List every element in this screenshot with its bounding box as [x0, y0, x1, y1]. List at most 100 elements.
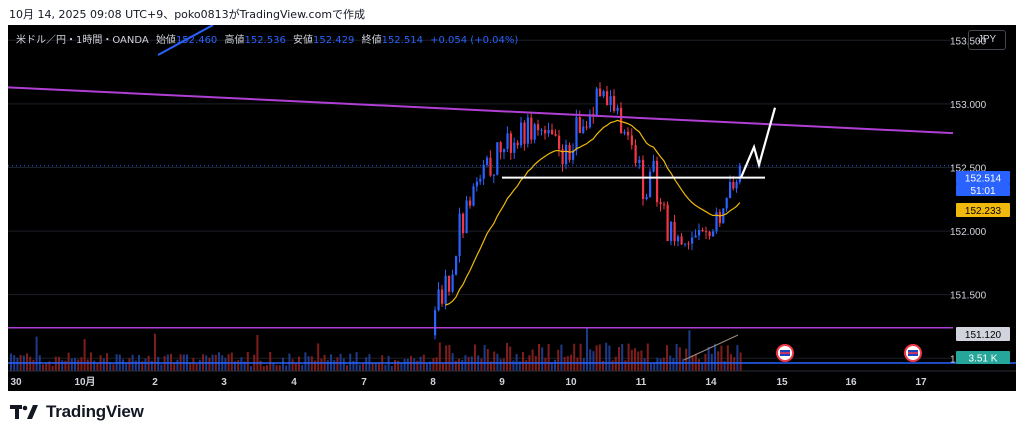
candle-body	[620, 107, 623, 134]
candle-body	[482, 164, 485, 179]
volume-bar	[557, 349, 560, 371]
volume-bar	[672, 358, 675, 371]
chart-area[interactable]: 153.500153.000152.500152.000151.500151.0…	[8, 25, 1016, 391]
candle-body	[565, 144, 568, 165]
candle-body	[554, 134, 557, 136]
volume-bar	[259, 360, 262, 371]
candle-body	[732, 181, 735, 189]
x-tick-label: 3	[221, 377, 227, 388]
candle-body	[599, 88, 602, 97]
candle-body	[609, 96, 612, 106]
candle-body	[616, 107, 619, 111]
volume-bar	[406, 358, 409, 371]
volume-bar	[582, 358, 585, 371]
volume-bar	[605, 342, 608, 371]
volume-bar	[224, 357, 227, 371]
volume-bar	[611, 360, 614, 371]
candle-body	[509, 133, 512, 153]
candle-body	[523, 122, 526, 144]
volume-bar	[589, 349, 592, 371]
candle-body	[526, 117, 529, 144]
volume-bar	[646, 343, 649, 371]
y-tick-label: 153.000	[950, 100, 987, 111]
volume-bar	[112, 364, 115, 371]
countdown-label-bg	[956, 184, 1010, 196]
candle-body	[666, 204, 669, 241]
us-event-flag-icon[interactable]	[904, 344, 922, 362]
volume-bar	[342, 358, 345, 371]
y-tick-label: 151.500	[950, 291, 987, 302]
candle-body	[551, 129, 554, 135]
moving-average-line	[445, 119, 741, 306]
volume-bar	[682, 359, 684, 371]
volume-bar	[448, 345, 451, 371]
us-event-flag-icon[interactable]	[776, 344, 794, 362]
volume-bar	[29, 356, 32, 371]
current-price-label: 152.514	[965, 174, 1002, 185]
volume-bar	[429, 361, 432, 371]
candle-body	[506, 133, 509, 149]
axes: 153.500153.000152.500152.000151.500151.0…	[8, 36, 1016, 388]
candle-body	[585, 126, 588, 128]
currency-button[interactable]: JPY	[968, 30, 1006, 50]
volume-bars	[10, 328, 742, 371]
open-label: 始値	[155, 35, 176, 46]
candle-body	[680, 236, 683, 245]
volume-bar	[298, 356, 300, 371]
volume-bar	[726, 345, 729, 371]
volume-bar	[250, 366, 252, 371]
close-value: 152.514	[381, 35, 423, 46]
volume-bar	[432, 358, 435, 371]
volume-bar	[403, 359, 406, 371]
candle-body	[738, 165, 741, 182]
candle-body	[652, 160, 655, 172]
tradingview-logo-icon	[10, 405, 38, 419]
tradingview-logo[interactable]: TradingView	[10, 402, 144, 422]
candle-body	[735, 181, 738, 189]
candle-body	[537, 124, 540, 131]
volume-bar	[109, 361, 112, 371]
volume-bar	[678, 347, 681, 371]
volume-ma-line	[683, 334, 739, 361]
volume-bar	[547, 343, 550, 371]
candle-body	[578, 116, 581, 133]
symbol-label[interactable]: 米ドル／円・1時間・OANDA	[16, 35, 149, 46]
chart-caption: 10月 14, 2025 09:08 UTC+9、poko0813がTradin…	[9, 8, 366, 21]
volume-bar	[144, 358, 147, 371]
volume-bar	[656, 357, 659, 371]
volume-label: 3.51 K	[969, 354, 998, 365]
candle-body	[492, 174, 495, 176]
close-label: 終値	[361, 35, 382, 46]
candle-body	[623, 131, 626, 134]
volume-bar	[291, 359, 294, 371]
volume-bar	[218, 352, 220, 371]
volume-bar	[400, 362, 403, 371]
volume-bar	[266, 365, 268, 371]
candle-body	[486, 157, 489, 165]
candle-body	[602, 91, 605, 97]
volume-bar	[586, 328, 588, 371]
y-tick-label: 152.000	[950, 227, 987, 238]
candle-body	[503, 148, 506, 153]
volume-bar	[262, 366, 265, 371]
volume-bar	[688, 330, 691, 371]
volume-bar	[563, 356, 566, 371]
candle-body	[649, 171, 652, 197]
volume-bar	[608, 345, 611, 371]
candle-body	[729, 181, 732, 198]
candle-body	[513, 142, 516, 153]
volume-bar	[579, 343, 582, 371]
candle-body	[705, 231, 708, 233]
volume-bar	[282, 357, 284, 371]
volume-bar	[192, 357, 195, 371]
open-value: 152.460	[175, 35, 218, 46]
volume-bar	[326, 360, 329, 371]
price-chart[interactable]: 153.500153.000152.500152.000151.500151.0…	[8, 25, 1016, 391]
low-label: 安値	[293, 35, 314, 46]
volume-label-bg	[956, 351, 1010, 364]
volume-bar	[506, 342, 508, 371]
volume-bar	[160, 364, 163, 371]
volume-bar	[627, 343, 630, 371]
volume-bar	[550, 362, 553, 371]
candle-body	[516, 142, 519, 146]
